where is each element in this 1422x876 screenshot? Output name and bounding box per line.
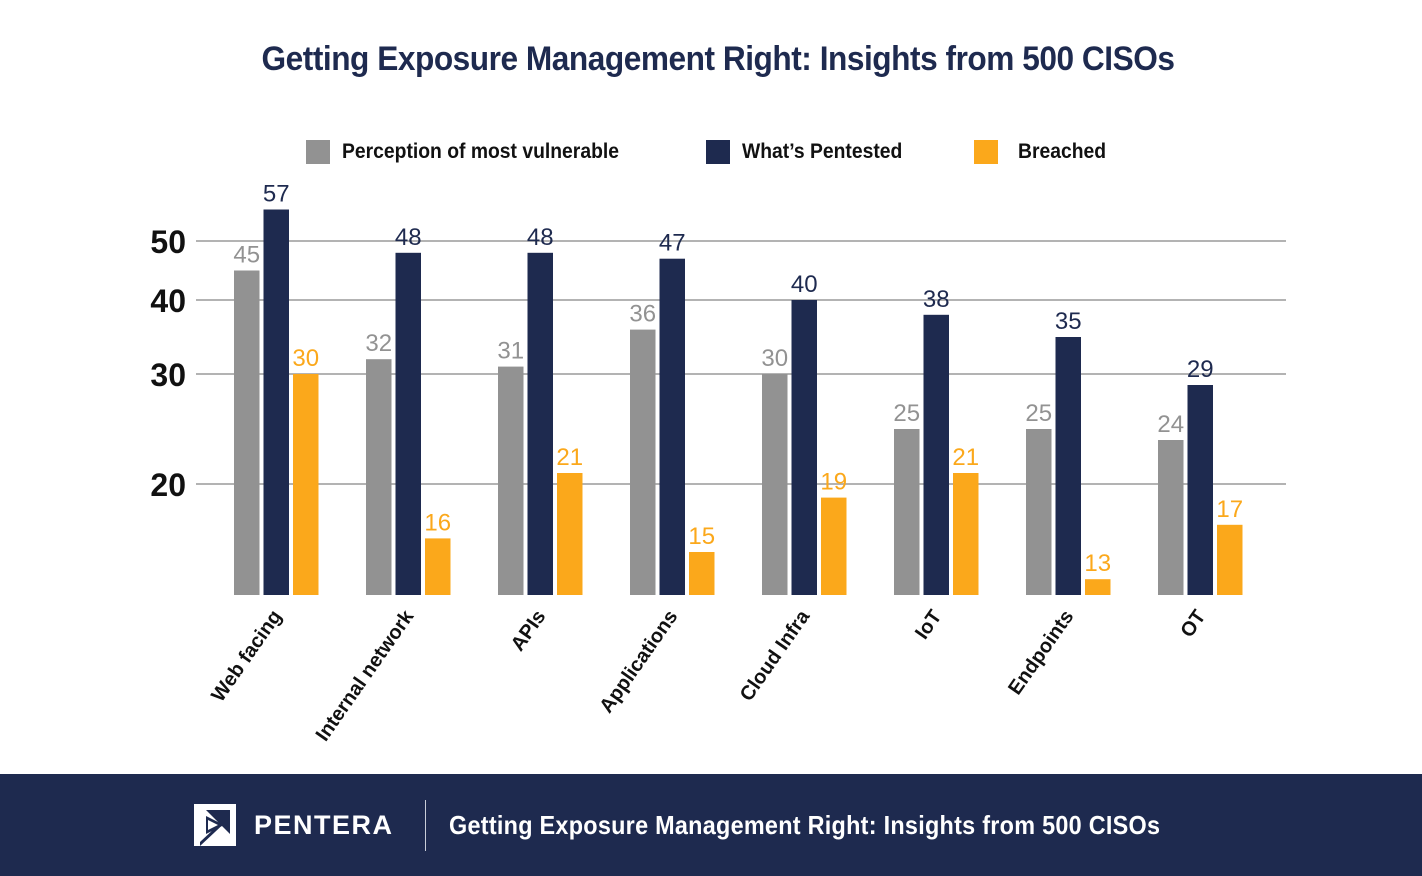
data-label: 47 xyxy=(659,230,686,257)
data-label: 45 xyxy=(233,242,260,269)
data-label: 25 xyxy=(1025,400,1052,427)
bar-web-facing-1 xyxy=(263,209,289,595)
bar-iot-0 xyxy=(894,429,920,595)
data-label: 16 xyxy=(424,509,451,536)
data-label: 48 xyxy=(395,224,422,251)
data-label: 21 xyxy=(556,444,583,471)
data-label: 24 xyxy=(1157,411,1184,438)
chart-legend: Perception of most vulnerable What’s Pen… xyxy=(0,140,1422,170)
x-axis: Web facing Internal network APIs Applicatio… xyxy=(207,606,1210,746)
data-label: 30 xyxy=(761,345,788,372)
bar-applications-1 xyxy=(659,258,685,595)
bar-ot-2 xyxy=(1217,524,1243,595)
bar-internal-network-0 xyxy=(366,359,392,595)
x-tick-label: IoT xyxy=(911,606,946,643)
data-label: 13 xyxy=(1084,550,1111,577)
data-label: 40 xyxy=(791,271,818,298)
bar-web-facing-0 xyxy=(234,270,260,595)
bar-cloud-infra-2 xyxy=(821,497,847,595)
data-label: 35 xyxy=(1055,308,1082,335)
data-label: 32 xyxy=(365,330,392,357)
x-tick-label: OT xyxy=(1176,606,1210,641)
data-labels: 45 57 30 32 48 16 31 48 21 36 47 15 30 40 19 25 38 21 25 35… xyxy=(233,181,1243,578)
y-tick-label-40: 40 xyxy=(150,283,186,319)
legend-label-pentested: What’s Pentested xyxy=(742,140,903,163)
bar-apis-2 xyxy=(557,473,583,595)
bar-endpoints-0 xyxy=(1026,429,1052,595)
x-tick-label: Applications xyxy=(595,606,682,717)
bar-applications-2 xyxy=(689,552,715,595)
x-tick-label: Internal network xyxy=(312,606,419,746)
legend-label-breached: Breached xyxy=(1018,140,1107,163)
legend-item-breached: Breached xyxy=(974,140,1114,164)
footer-text: Getting Exposure Management Right: Insig… xyxy=(449,810,1161,840)
x-tick-label: Cloud Infra xyxy=(736,606,815,706)
data-label: 19 xyxy=(820,469,847,496)
bar-ot-0 xyxy=(1158,440,1184,595)
x-tick-label: APIs xyxy=(507,606,551,655)
data-label: 15 xyxy=(688,523,715,550)
legend-label-perception: Perception of most vulnerable xyxy=(342,140,619,163)
data-label: 31 xyxy=(497,338,524,365)
y-axis: 20 30 40 50 xyxy=(150,224,186,503)
bar-web-facing-2 xyxy=(293,374,319,595)
legend-swatch-breached xyxy=(974,140,998,164)
bars xyxy=(234,209,1243,596)
data-label: 57 xyxy=(263,181,290,208)
footer-brand: PENTERA xyxy=(254,810,394,840)
data-label: 25 xyxy=(893,400,920,427)
pentera-logo-icon xyxy=(194,804,236,846)
data-label: 38 xyxy=(923,286,950,313)
data-label: 36 xyxy=(629,301,656,328)
bar-ot-1 xyxy=(1187,385,1213,595)
bar-endpoints-2 xyxy=(1085,579,1111,595)
bar-cloud-infra-0 xyxy=(762,374,788,595)
bar-cloud-infra-1 xyxy=(791,300,817,595)
bar-apis-0 xyxy=(498,366,524,595)
legend-item-perception: Perception of most vulnerable xyxy=(306,140,643,164)
y-tick-label-50: 50 xyxy=(150,224,186,260)
y-tick-label-30: 30 xyxy=(150,357,186,393)
data-label: 29 xyxy=(1187,356,1214,383)
legend-swatch-perception xyxy=(306,140,330,164)
bar-internal-network-2 xyxy=(425,538,451,595)
bar-internal-network-1 xyxy=(395,252,421,596)
data-label: 21 xyxy=(952,444,979,471)
footer-banner: PENTERA Getting Exposure Management Righ… xyxy=(0,774,1422,876)
footer-divider xyxy=(425,800,426,851)
chart-title: Getting Exposure Management Right: Insig… xyxy=(261,40,1175,78)
bar-iot-2 xyxy=(953,473,979,595)
x-tick-label: Web facing xyxy=(207,606,286,706)
bar-endpoints-1 xyxy=(1055,337,1081,595)
data-label: 30 xyxy=(292,345,319,372)
bar-apis-1 xyxy=(527,252,553,596)
x-tick-label: Endpoints xyxy=(1004,606,1078,699)
data-label: 48 xyxy=(527,224,554,251)
data-label: 17 xyxy=(1216,496,1243,523)
y-tick-label-20: 20 xyxy=(150,467,186,503)
bar-applications-0 xyxy=(630,329,656,595)
gridlines xyxy=(196,240,1286,485)
legend-item-pentested: What’s Pentested xyxy=(706,140,916,164)
bar-chart: 20 30 40 50 45 57 30 32 48 16 31 48 21 36 47 15 30 40 19 2… xyxy=(150,181,1286,746)
legend-swatch-pentested xyxy=(706,140,730,164)
bar-iot-1 xyxy=(923,314,949,595)
